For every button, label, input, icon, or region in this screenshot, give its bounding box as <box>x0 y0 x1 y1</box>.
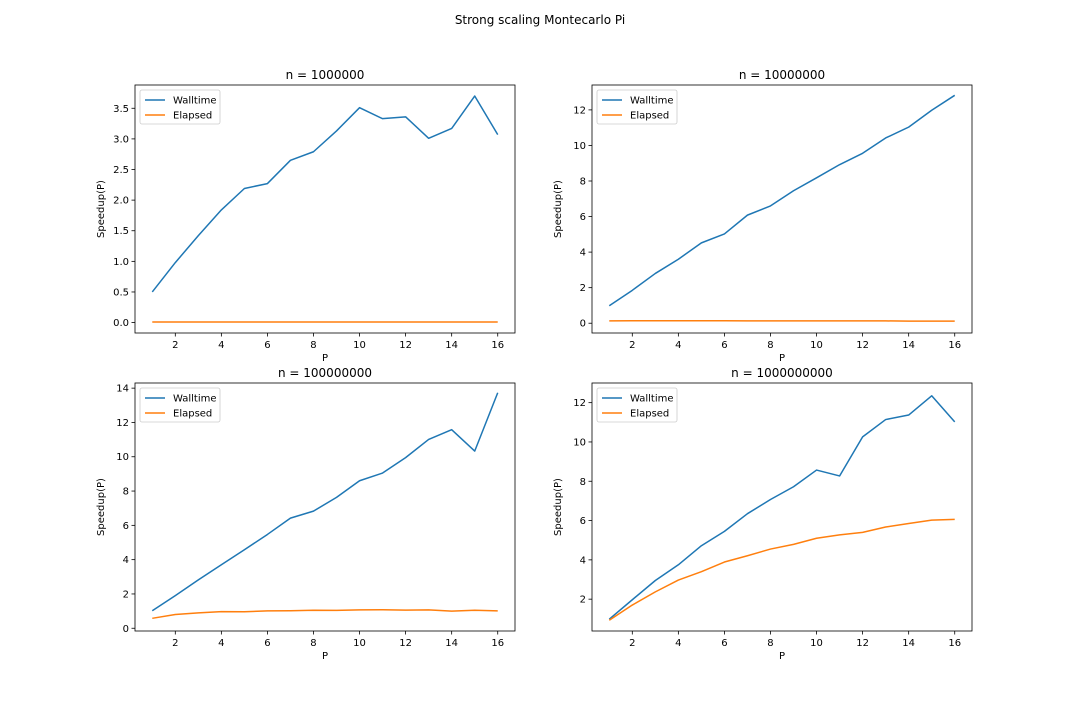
y-tick-label: 0 <box>123 624 129 635</box>
legend-label-elapsed: Elapsed <box>630 409 669 420</box>
series-line-elapsed <box>152 608 498 620</box>
x-tick-label: 16 <box>948 638 961 649</box>
subplot-2: 2 4 6 8 10 12 14 16 0 2 4 6 8 10 12 n = 10000000 P Speedu… <box>553 68 973 364</box>
x-tick-label: 16 <box>491 638 504 649</box>
axes-frame <box>134 84 516 334</box>
subplot-title: n = 100000000 <box>278 366 372 380</box>
y-tick-label: 12 <box>573 105 586 116</box>
y-tick-label: 6 <box>580 212 586 223</box>
series-line-elapsed <box>608 518 955 621</box>
x-tick-label: 6 <box>264 638 270 649</box>
y-tick-label: 4 <box>580 555 586 566</box>
y-tick-label: 6 <box>123 521 129 532</box>
y-tick-label: 8 <box>580 477 586 488</box>
x-axis-label: P <box>322 651 328 662</box>
x-tick-label: 12 <box>399 638 412 649</box>
subplot-1: 2 4 6 8 10 12 14 16 0.0 0.5 1.0 1.5 2.0 2.5 3.0 3.5 n = … <box>96 68 516 364</box>
x-tick-label: 14 <box>902 638 915 649</box>
x-tick-label: 8 <box>767 638 773 649</box>
y-tick-label: 0.5 <box>113 287 129 298</box>
x-tick-label: 12 <box>856 638 869 649</box>
x-tick-label: 14 <box>445 638 458 649</box>
y-tick-label: 4 <box>123 555 129 566</box>
x-tick-label: 6 <box>721 638 727 649</box>
y-tick-label: 0 <box>580 319 586 330</box>
x-tick-label: 12 <box>856 340 869 351</box>
x-tick-label: 8 <box>310 340 316 351</box>
x-tick-label: 16 <box>948 340 961 351</box>
axes-frame <box>134 382 516 632</box>
y-tick-label: 2.0 <box>113 196 129 207</box>
x-tick-label: 8 <box>310 638 316 649</box>
y-tick-label: 6 <box>580 516 586 527</box>
y-tick-label: 8 <box>580 177 586 188</box>
y-tick-label: 4 <box>580 248 586 259</box>
x-axis-label: P <box>779 353 785 364</box>
x-tick-label: 12 <box>399 340 412 351</box>
y-tick-label: 2 <box>123 589 129 600</box>
y-tick-label: 12 <box>116 418 129 429</box>
x-tick-label: 4 <box>675 638 681 649</box>
y-tick-label: 0.0 <box>113 318 129 329</box>
y-tick-label: 2 <box>580 283 586 294</box>
y-tick-label: 12 <box>573 398 586 409</box>
y-axis-label: Speedup(P) <box>96 180 107 238</box>
x-tick-label: 10 <box>810 638 823 649</box>
y-tick-label: 14 <box>116 384 129 395</box>
y-tick-label: 1.5 <box>113 226 129 237</box>
y-tick-label: 3.5 <box>113 104 129 115</box>
x-axis-label: P <box>779 651 785 662</box>
series-line-walltime <box>608 395 956 620</box>
axes-frame <box>591 84 973 334</box>
x-tick-label: 10 <box>353 340 366 351</box>
y-axis-label: Speedup(P) <box>553 478 564 536</box>
x-tick-label: 2 <box>629 340 635 351</box>
y-tick-label: 10 <box>116 452 129 463</box>
y-tick-label: 2.5 <box>113 165 129 176</box>
subplot-title: n = 1000000 <box>286 68 365 82</box>
y-axis-label: Speedup(P) <box>553 180 564 238</box>
legend-label-walltime: Walltime <box>630 96 674 107</box>
legend-label-elapsed: Elapsed <box>173 409 212 420</box>
subplot-title: n = 10000000 <box>739 68 825 82</box>
x-axis-label: P <box>322 353 328 364</box>
x-tick-label: 4 <box>218 340 224 351</box>
subplot-3: 2 4 6 8 10 12 14 16 0 2 4 6 8 10 12 14 n = 100000000 P Spe… <box>96 366 516 662</box>
x-tick-label: 6 <box>264 340 270 351</box>
y-tick-label: 3.0 <box>113 134 129 145</box>
x-tick-label: 4 <box>218 638 224 649</box>
y-tick-label: 1.0 <box>113 257 129 268</box>
axes-frame <box>591 382 973 632</box>
x-tick-label: 14 <box>445 340 458 351</box>
subplots-grid: 2 4 6 8 10 12 14 16 0.0 0.5 1.0 1.5 2.0 2.5 3.0 3.5 n = … <box>96 68 973 662</box>
legend-label-elapsed: Elapsed <box>630 111 669 122</box>
series-line-walltime <box>151 95 499 293</box>
x-tick-label: 10 <box>810 340 823 351</box>
x-tick-label: 2 <box>172 340 178 351</box>
x-tick-label: 4 <box>675 340 681 351</box>
y-tick-label: 10 <box>573 141 586 152</box>
y-tick-label: 10 <box>573 437 586 448</box>
legend-label-walltime: Walltime <box>173 96 217 107</box>
y-tick-label: 8 <box>123 487 129 498</box>
x-tick-label: 16 <box>491 340 504 351</box>
x-tick-label: 8 <box>767 340 773 351</box>
y-tick-label: 2 <box>580 595 586 606</box>
x-tick-label: 2 <box>172 638 178 649</box>
x-tick-label: 10 <box>353 638 366 649</box>
series-line-walltime <box>608 94 956 307</box>
legend-label-elapsed: Elapsed <box>173 111 212 122</box>
legend-label-walltime: Walltime <box>630 394 674 405</box>
x-tick-label: 14 <box>902 340 915 351</box>
x-tick-label: 6 <box>721 340 727 351</box>
subplot-title: n = 1000000000 <box>731 366 833 380</box>
subplot-4: 2 4 6 8 10 12 14 16 2 4 6 8 10 12 n = 1000000000 P Speed… <box>553 366 973 662</box>
y-axis-label: Speedup(P) <box>96 478 107 536</box>
x-tick-label: 2 <box>629 638 635 649</box>
series-line-walltime <box>151 392 499 612</box>
legend-label-walltime: Walltime <box>173 394 217 405</box>
figure-title: Strong scaling Montecarlo Pi <box>455 13 625 27</box>
